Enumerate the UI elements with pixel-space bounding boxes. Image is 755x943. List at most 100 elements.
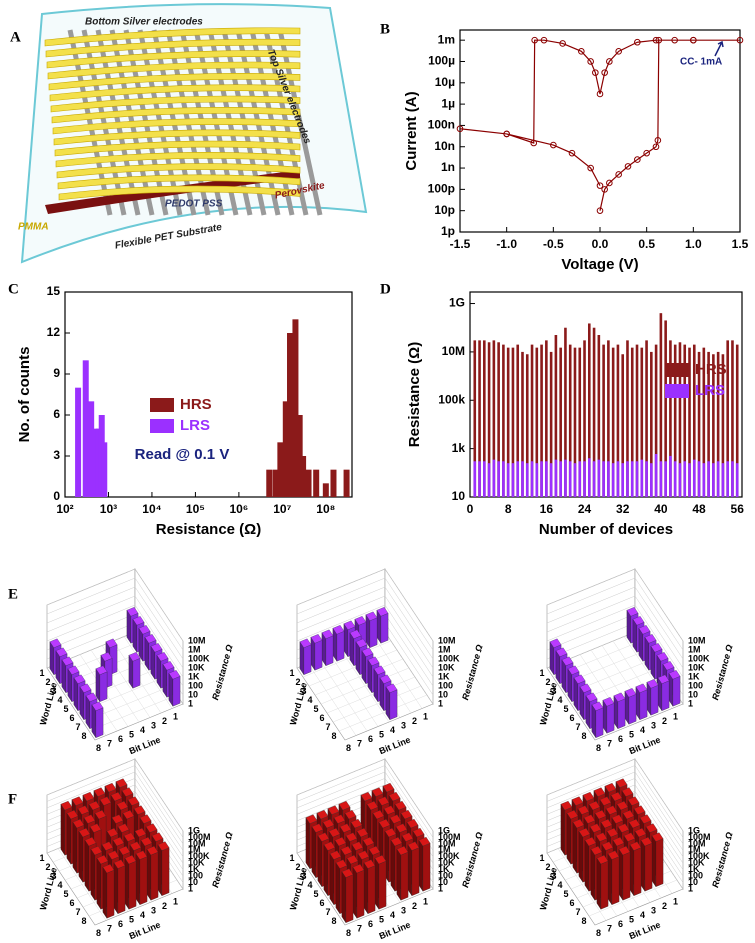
- x-tick-label: -1.5: [450, 237, 471, 251]
- bar: [669, 455, 672, 497]
- y-axis-title: No. of counts: [16, 347, 33, 443]
- bar-top: [571, 796, 584, 806]
- word-tick-label: 8: [581, 731, 586, 741]
- bar-top: [579, 683, 592, 693]
- z-tick-label: 1: [438, 698, 443, 708]
- word-tick-label: 4: [307, 880, 312, 890]
- bar-top: [591, 701, 604, 711]
- bar-top: [356, 827, 369, 838]
- annotation-arrow: [714, 40, 724, 57]
- floor-grid: [557, 848, 607, 921]
- bar-top: [338, 800, 351, 811]
- bar-3d: [635, 683, 648, 721]
- bar-front: [611, 856, 620, 905]
- bar-top: [49, 638, 62, 648]
- bar-side: [596, 857, 601, 910]
- bar: [640, 459, 644, 497]
- bar: [535, 347, 539, 497]
- bit-tick-label: 7: [357, 739, 362, 749]
- bar-top: [61, 656, 74, 666]
- iv-point: [634, 156, 641, 163]
- word-tick-label: 1: [539, 668, 544, 678]
- bar-top: [121, 787, 134, 797]
- bar: [630, 347, 634, 497]
- bar: [635, 461, 639, 497]
- bar-top: [156, 652, 169, 662]
- bar-top: [588, 800, 601, 811]
- bar-top: [151, 832, 164, 842]
- bar: [573, 463, 577, 497]
- bar-top: [357, 850, 370, 860]
- device-schematic: A Bottom Silver electrodes Top Silver el…: [10, 3, 368, 264]
- bar: [735, 344, 739, 497]
- bar-top: [91, 701, 104, 711]
- bar: [716, 351, 720, 497]
- bar-top: [384, 827, 397, 838]
- bar: [692, 344, 696, 497]
- floor-grid: [318, 658, 368, 732]
- bar-top: [138, 625, 151, 635]
- bar: [545, 461, 548, 497]
- bar-top: [345, 832, 358, 842]
- bar-top: [365, 611, 378, 621]
- bar-side: [560, 803, 565, 856]
- word-tick-label: 4: [557, 695, 562, 705]
- iv-point: [540, 36, 548, 44]
- y-tick-label: 1µ: [441, 96, 455, 110]
- bar: [654, 344, 658, 497]
- bar: [568, 461, 572, 497]
- x-tick-label: 16: [540, 502, 554, 516]
- bar-top: [134, 827, 147, 838]
- bit-tick-label: 6: [118, 919, 123, 929]
- bar-front: [411, 847, 420, 896]
- bar-top: [60, 800, 73, 811]
- y-axis-title: Current (A): [403, 91, 420, 170]
- bar-top: [89, 823, 102, 833]
- bar-top: [79, 683, 92, 693]
- z-tick-label: 10: [188, 689, 198, 699]
- bar-side: [84, 839, 89, 892]
- bar-front: [422, 842, 431, 892]
- x-tick-label: 8: [505, 502, 512, 516]
- bar-top: [140, 836, 153, 847]
- diagram-label: PEDOT PSS: [165, 199, 223, 210]
- bar-3d: [168, 670, 181, 707]
- bar: [549, 463, 553, 497]
- bar: [82, 360, 89, 497]
- word-axis-title: Word Line: [538, 681, 559, 726]
- z-tick-label: 10K: [688, 858, 705, 868]
- bit-tick-label: 8: [346, 928, 351, 938]
- plot-3d: 1101001K10K100K1M10M100M1G12345678123456…: [538, 758, 735, 941]
- word-axis-title: Word Line: [38, 866, 59, 911]
- bar-top: [360, 791, 373, 802]
- bit-tick-label: 5: [379, 915, 384, 925]
- bar: [483, 461, 486, 497]
- bar-3d: [607, 850, 620, 906]
- bar-side: [418, 839, 424, 892]
- bar-top: [615, 778, 628, 788]
- bar-top: [66, 809, 79, 820]
- iv-point: [615, 48, 622, 55]
- z-tick-label: 100K: [688, 653, 710, 663]
- bar: [296, 415, 303, 497]
- bar-top: [124, 854, 137, 865]
- bar-3d: [95, 665, 108, 703]
- annotation: Read @ 0.1 V: [135, 446, 230, 463]
- iv-point: [690, 36, 697, 44]
- bar-top: [363, 859, 376, 869]
- z-tick-label: 10M: [438, 838, 456, 848]
- bar-top: [332, 625, 345, 635]
- bar-top: [73, 674, 86, 684]
- bar-top: [139, 814, 152, 824]
- bar-top: [650, 643, 663, 653]
- bar-top: [344, 809, 357, 820]
- z-tick-label: 10M: [188, 838, 206, 848]
- bar-side: [78, 830, 83, 883]
- bar: [721, 463, 725, 497]
- bar-top: [593, 787, 606, 797]
- z-tick-label: 10: [688, 689, 698, 699]
- bar-3d: [332, 625, 345, 662]
- bar-top: [150, 643, 163, 653]
- legend-label: HRS: [695, 361, 727, 378]
- bar-3d: [113, 859, 126, 915]
